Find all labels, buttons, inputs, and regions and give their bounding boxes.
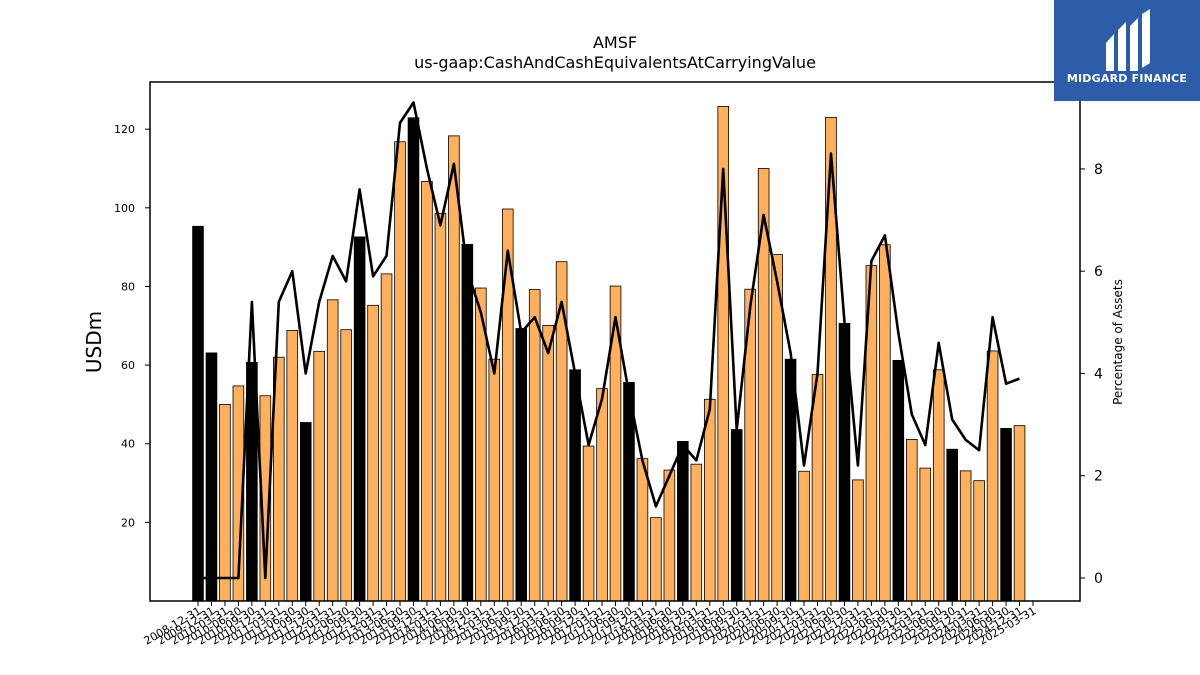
y2-tick-label: 6 [1094, 264, 1103, 280]
brand-logo: MIDGARD FINANCE [1054, 0, 1200, 101]
bar-2019-09-30 [730, 429, 743, 602]
bar-2024-03-31 [973, 480, 985, 602]
bar-2013-09-30 [407, 117, 420, 602]
bar-2023-06-30 [932, 369, 945, 602]
bar-2015-09-30 [515, 328, 528, 602]
y2-tick-label: 8 [1094, 162, 1103, 178]
y-tick-label: 40 [121, 438, 135, 451]
bar-2008-12-31 [192, 225, 204, 602]
bar-2014-06-30 [448, 135, 460, 602]
bar-2012-03-31 [326, 299, 339, 602]
bar-2012-06-30 [340, 329, 352, 602]
bar-2018-09-30 [677, 440, 689, 602]
bar-2013-03-31 [380, 273, 393, 602]
bar-2010-03-31 [219, 404, 231, 602]
bar-2016-12-31 [582, 445, 595, 602]
midgard-m-logo-icon [1106, 9, 1150, 71]
chart-title: AMSF [593, 33, 637, 52]
bar-2017-03-31 [596, 388, 608, 602]
bar-2015-03-31 [488, 358, 501, 602]
y2-tick-label: 2 [1094, 469, 1103, 485]
bar-2011-12-31 [313, 350, 325, 602]
chart-subtitle: us-gaap:CashAndCashEquivalentsAtCarrying… [414, 53, 816, 72]
y-tick-label: 120 [114, 123, 135, 136]
line-percentage-of-assets [198, 101, 1020, 580]
y2-tick-label: 0 [1094, 571, 1103, 587]
bar-2023-12-31 [959, 470, 972, 602]
bar-2015-12-31 [528, 289, 541, 602]
y2-axis: 0 2 4 6 8 [1080, 162, 1103, 587]
y-axis: 20 40 60 80 100 120 [114, 123, 150, 529]
bar-2011-09-30 [299, 422, 312, 602]
bar-2013-12-31 [421, 181, 433, 602]
y-axis-label: USDm [82, 311, 106, 373]
bar-2014-09-30 [461, 243, 474, 602]
brand-name: MIDGARD FINANCE [1066, 72, 1188, 85]
y2-axis-label: Percentage of Assets [1111, 279, 1125, 405]
y-tick-label: 60 [121, 359, 135, 372]
bar-2024-12-31 [1013, 425, 1026, 602]
line-group [198, 101, 1020, 580]
bar-2023-09-30 [946, 448, 958, 602]
bar-2022-06-30 [879, 244, 891, 602]
bar-group [192, 105, 1026, 602]
bar-2018-06-30 [663, 469, 676, 602]
y2-tick-label: 4 [1094, 366, 1103, 382]
bar-2023-03-31 [919, 467, 932, 602]
bar-2017-12-31 [636, 458, 649, 602]
bar-2012-12-31 [367, 304, 379, 602]
y-tick-label: 80 [121, 280, 135, 293]
bar-2016-09-30 [569, 369, 581, 602]
bar-2016-03-31 [542, 324, 554, 602]
bar-2022-09-30 [892, 359, 905, 602]
y-tick-label: 100 [114, 202, 135, 215]
bar-2018-03-31 [650, 517, 662, 602]
bar-2012-09-30 [353, 236, 366, 602]
bar-2009-12-31 [205, 352, 218, 602]
y-tick-label: 20 [121, 516, 135, 529]
bar-2024-06-30 [986, 350, 999, 602]
bar-2018-12-31 [690, 463, 703, 602]
bar-2013-06-30 [394, 141, 406, 602]
bar-2019-03-31 [703, 398, 716, 602]
bar-2020-12-31 [798, 470, 810, 602]
bar-2021-03-31 [811, 374, 824, 602]
bar-2024-09-30 [1000, 427, 1012, 602]
x-axis: 2008-12-312009-12-312010-03-312010-06-30… [142, 601, 1039, 648]
bar-2021-12-31 [852, 479, 864, 602]
bar-2014-03-31 [434, 212, 447, 602]
bar-2011-06-30 [286, 330, 299, 602]
bar-2022-12-31 [906, 439, 918, 602]
